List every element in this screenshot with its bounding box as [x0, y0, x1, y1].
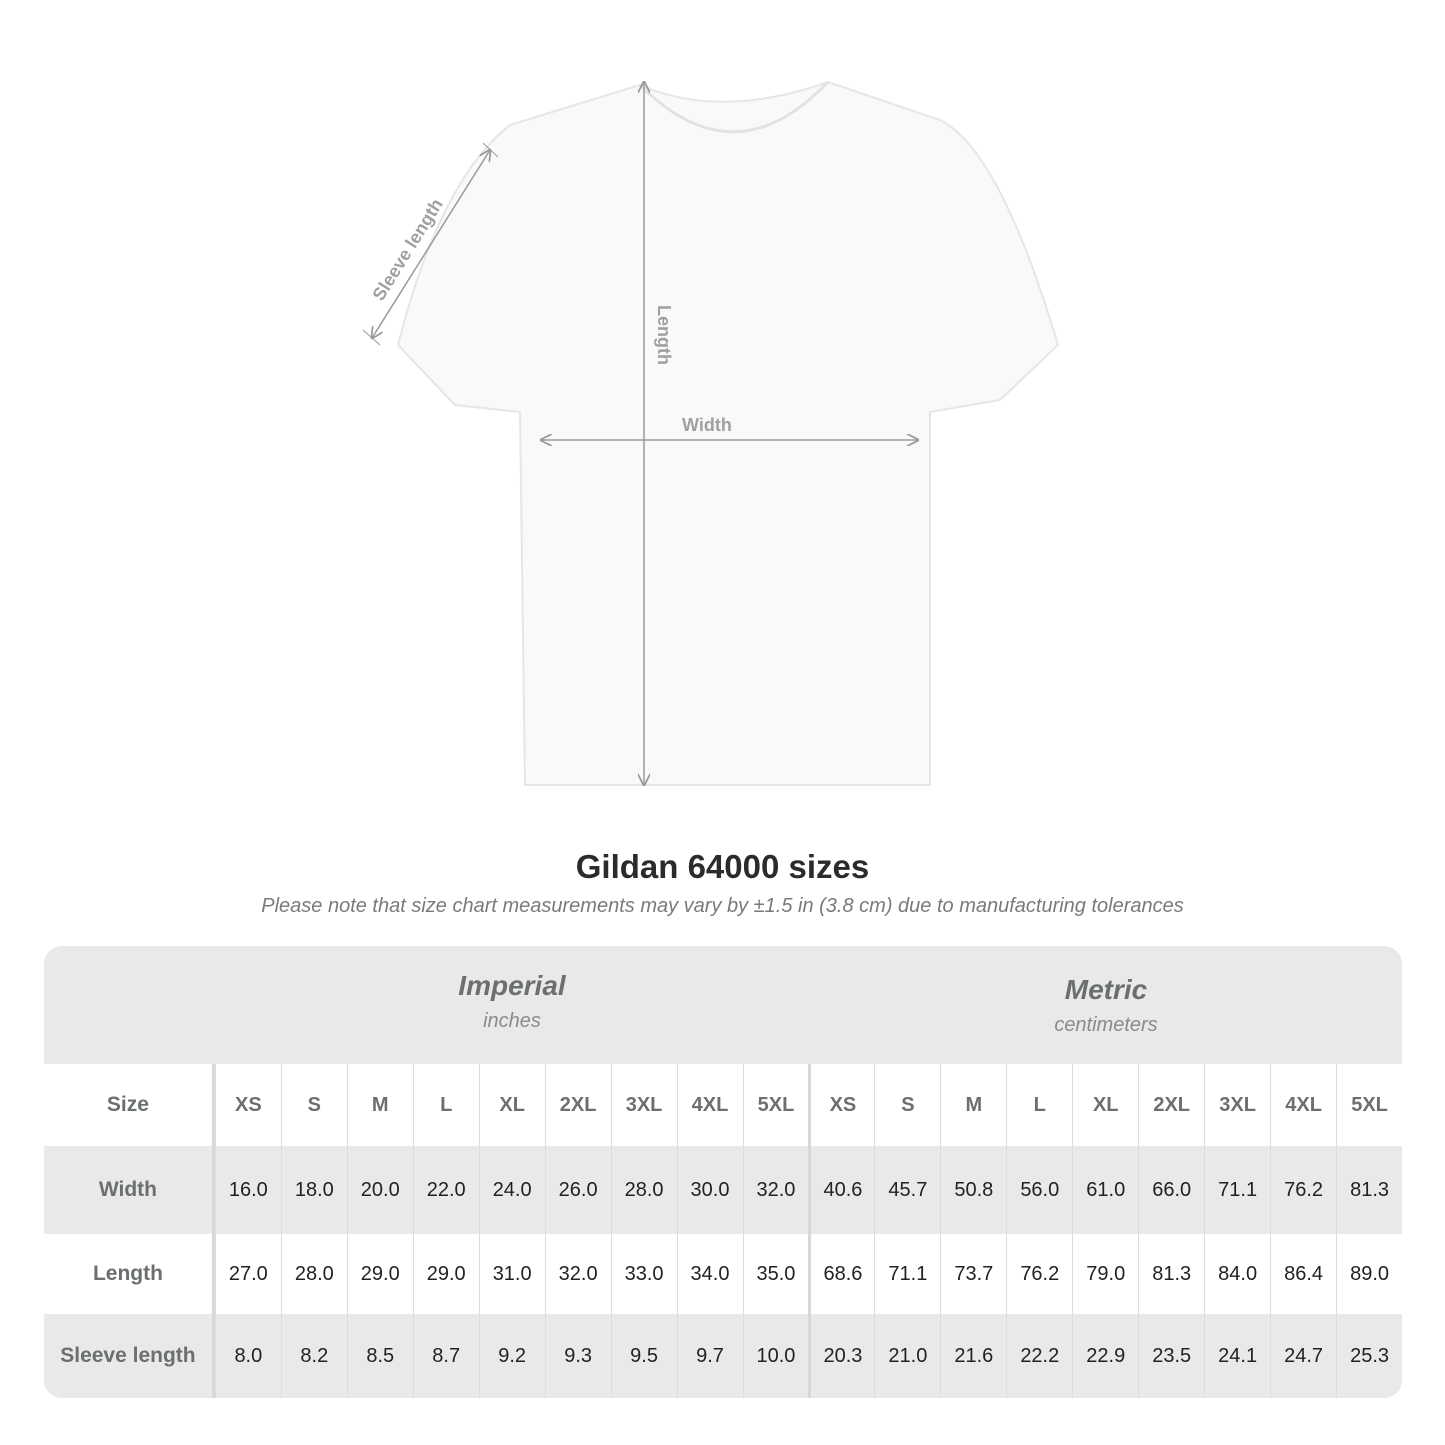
metric-value-cell: 71.1 [874, 1234, 940, 1314]
metric-value-cell: 79.0 [1072, 1234, 1138, 1314]
metric-value-cell: 50.8 [940, 1146, 1006, 1234]
imperial-value-cell: 34.0 [676, 1234, 743, 1314]
table-row-sleeve-length: Sleeve length 8.0 8.2 8.5 8.7 9.2 9.3 9.5 9.7 10.… [44, 1314, 1402, 1398]
imperial-value-cell: 16.0 [214, 1146, 281, 1234]
metric-value-cell: 81.3 [1336, 1146, 1402, 1234]
imperial-value-cell: 10.0 [742, 1314, 809, 1398]
metric-value-cell: 40.6 [808, 1146, 874, 1234]
metric-size-3xl: 3XL [1204, 1064, 1270, 1146]
metric-label: Metric [1064, 974, 1148, 1005]
metric-size-4xl: 4XL [1270, 1064, 1336, 1146]
metric-value-cell: 61.0 [1072, 1146, 1138, 1234]
imperial-value-cell: 32.0 [742, 1146, 809, 1234]
metric-value-cell: 84.0 [1204, 1234, 1270, 1314]
metric-value-cell: 76.2 [1270, 1146, 1336, 1234]
table-row-width: Width 16.0 18.0 20.0 22.0 24.0 26.0 28.0 30.0 32.… [44, 1146, 1402, 1234]
metric-value-cell: 25.3 [1336, 1314, 1402, 1398]
imperial-size-xl: XL [478, 1064, 545, 1146]
metric-header: Metric centimeters [809, 946, 1402, 1064]
imperial-value-cell: 33.0 [610, 1234, 677, 1314]
imperial-value-cell: 8.0 [214, 1314, 281, 1398]
tshirt-diagram: Sleeve length Length Width [362, 0, 1060, 820]
metric-value-cell: 23.5 [1138, 1314, 1204, 1398]
metric-size-5xl: 5XL [1336, 1064, 1402, 1146]
header-row: Size XS S M L XL 2XL 3XL 4XL 5XL XS S M L XL 2XL 3XL 4XL 5… [44, 1064, 1402, 1146]
width-label: Width [682, 415, 732, 435]
imperial-size-5xl: 5XL [742, 1064, 809, 1146]
metric-value-cell: 81.3 [1138, 1234, 1204, 1314]
length-label: Length [654, 305, 674, 365]
metric-value-cell: 89.0 [1336, 1234, 1402, 1314]
imperial-header: Imperial inches [215, 946, 809, 1064]
imperial-size-2xl: 2XL [544, 1064, 611, 1146]
imperial-value-cell: 8.7 [412, 1314, 479, 1398]
imperial-value-cell: 28.0 [280, 1234, 347, 1314]
imperial-size-s: S [280, 1064, 347, 1146]
page-title: Gildan 64000 sizes [575, 848, 870, 885]
metric-size-2xl: 2XL [1138, 1064, 1204, 1146]
tolerance-note: Please note that size chart measurements… [261, 895, 1184, 917]
metric-value-cell: 71.1 [1204, 1146, 1270, 1234]
imperial-size-m: M [346, 1064, 413, 1146]
metric-value-cell: 21.0 [874, 1314, 940, 1398]
imperial-value-cell: 9.2 [478, 1314, 545, 1398]
sleeve-arrow [372, 150, 490, 338]
imperial-value-cell: 31.0 [478, 1234, 545, 1314]
imperial-value-cell: 28.0 [610, 1146, 677, 1234]
metric-unit: centimeters [1054, 1014, 1158, 1036]
metric-size-xl: XL [1072, 1064, 1138, 1146]
imperial-value-cell: 20.0 [346, 1146, 413, 1234]
size-header: Size [44, 1064, 215, 1146]
metric-size-xs: XS [808, 1064, 874, 1146]
imperial-size-4xl: 4XL [676, 1064, 743, 1146]
imperial-value-cell: 30.0 [676, 1146, 743, 1234]
metric-value-cell: 66.0 [1138, 1146, 1204, 1234]
metric-value-cell: 76.2 [1006, 1234, 1072, 1314]
size-table: Imperial inches Metric centimeters Size X… [44, 946, 1402, 1398]
imperial-value-cell: 32.0 [544, 1234, 611, 1314]
metric-value-cell: 86.4 [1270, 1234, 1336, 1314]
imperial-value-cell: 9.5 [610, 1314, 677, 1398]
metric-value-cell: 20.3 [808, 1314, 874, 1398]
imperial-size-xs: XS [214, 1064, 281, 1146]
imperial-value-cell: 29.0 [346, 1234, 413, 1314]
imperial-value-cell: 8.5 [346, 1314, 413, 1398]
row-label: Length [44, 1234, 215, 1314]
imperial-value-cell: 22.0 [412, 1146, 479, 1234]
metric-size-s: S [874, 1064, 940, 1146]
imperial-value-cell: 27.0 [214, 1234, 281, 1314]
metric-value-cell: 24.1 [1204, 1314, 1270, 1398]
imperial-value-cell: 9.3 [544, 1314, 611, 1398]
metric-value-cell: 22.9 [1072, 1314, 1138, 1398]
row-label: Sleeve length [44, 1314, 215, 1398]
metric-value-cell: 45.7 [874, 1146, 940, 1234]
imperial-value-cell: 18.0 [280, 1146, 347, 1234]
imperial-value-cell: 9.7 [676, 1314, 743, 1398]
size-grid: Size XS S M L XL 2XL 3XL 4XL 5XL XS S M L XL 2XL 3XL 4XL 5… [44, 1064, 1402, 1398]
metric-value-cell: 73.7 [940, 1234, 1006, 1314]
metric-value-cell: 22.2 [1006, 1314, 1072, 1398]
imperial-value-cell: 29.0 [412, 1234, 479, 1314]
metric-value-cell: 24.7 [1270, 1314, 1336, 1398]
imperial-size-l: L [412, 1064, 479, 1146]
table-row-length: Length 27.0 28.0 29.0 29.0 31.0 32.0 33.0 34.0 35… [44, 1234, 1402, 1314]
imperial-value-cell: 26.0 [544, 1146, 611, 1234]
metric-value-cell: 68.6 [808, 1234, 874, 1314]
imperial-value-cell: 24.0 [478, 1146, 545, 1234]
metric-size-m: M [940, 1064, 1006, 1146]
row-label: Width [44, 1146, 215, 1234]
imperial-value-cell: 35.0 [742, 1234, 809, 1314]
imperial-size-3xl: 3XL [610, 1064, 677, 1146]
imperial-label: Imperial [458, 970, 566, 1001]
metric-value-cell: 56.0 [1006, 1146, 1072, 1234]
imperial-unit: inches [483, 1010, 541, 1032]
metric-size-l: L [1006, 1064, 1072, 1146]
imperial-value-cell: 8.2 [280, 1314, 347, 1398]
metric-value-cell: 21.6 [940, 1314, 1006, 1398]
